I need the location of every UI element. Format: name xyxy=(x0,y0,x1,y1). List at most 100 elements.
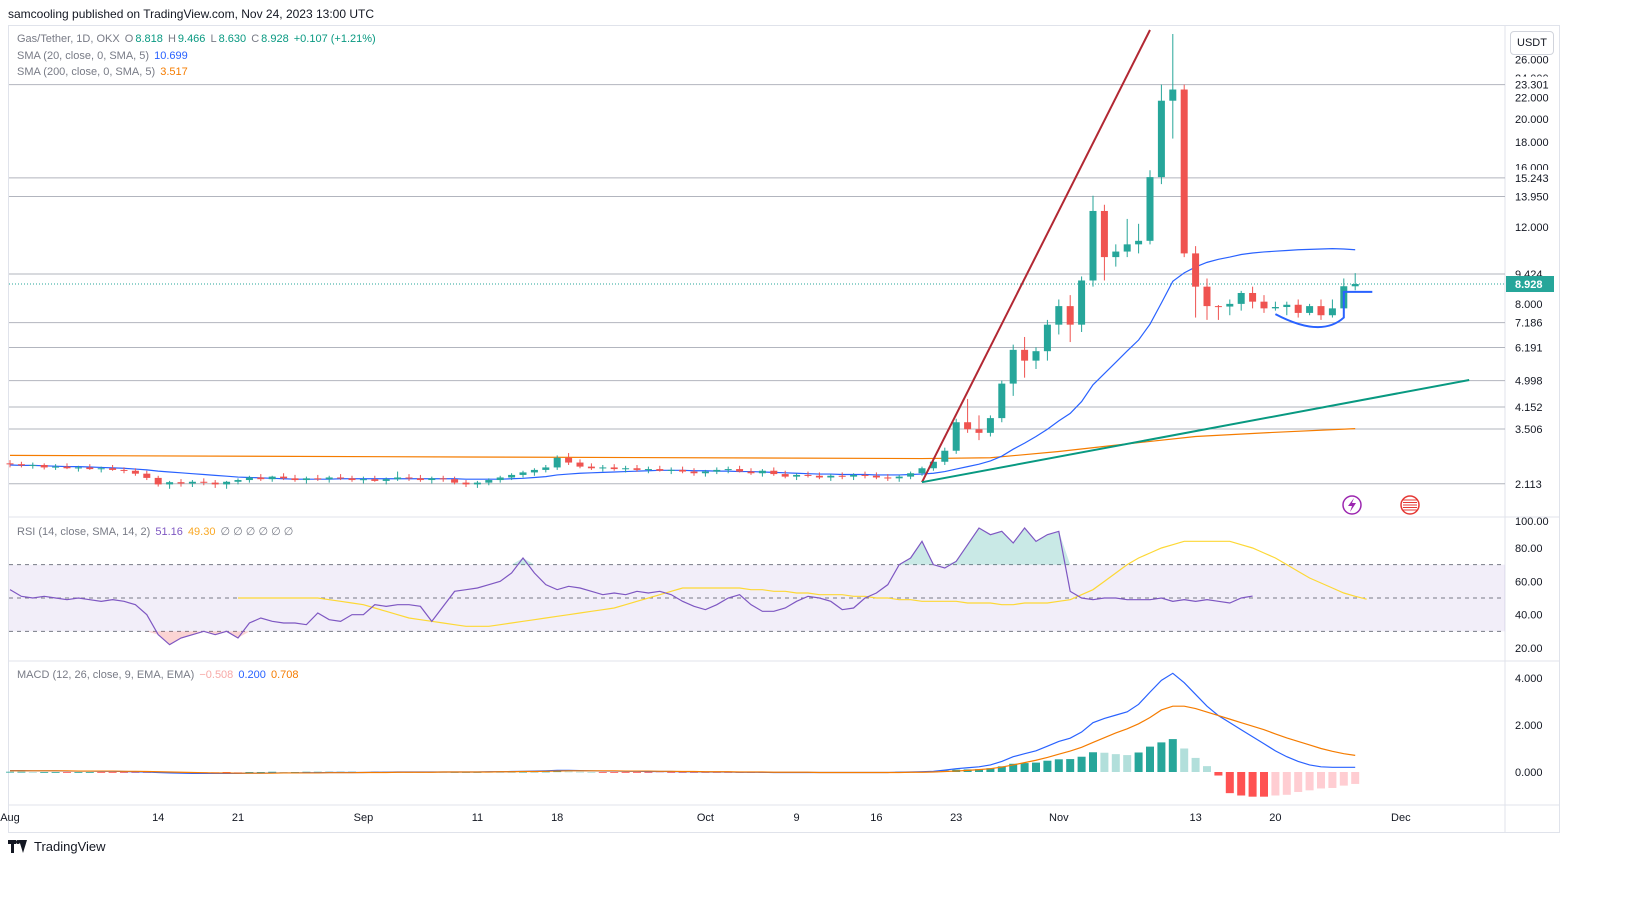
candle-body[interactable] xyxy=(941,450,949,462)
candle-body[interactable] xyxy=(952,422,960,451)
candle-body[interactable] xyxy=(565,457,573,463)
candle-body[interactable] xyxy=(1169,89,1177,101)
candle-body[interactable] xyxy=(63,466,71,469)
candle-body[interactable] xyxy=(86,467,94,470)
candle-body[interactable] xyxy=(52,466,60,468)
candle-body[interactable] xyxy=(143,473,151,478)
candle-body[interactable] xyxy=(302,478,310,481)
candle-body[interactable] xyxy=(827,475,835,478)
candle-body[interactable] xyxy=(644,469,652,471)
candle-body[interactable] xyxy=(610,467,618,470)
candle-body[interactable] xyxy=(29,464,37,466)
candle-body[interactable] xyxy=(656,469,664,471)
candle-body[interactable] xyxy=(1146,177,1154,241)
candle-body[interactable] xyxy=(337,477,345,479)
candle-body[interactable] xyxy=(439,478,447,480)
candle-body[interactable] xyxy=(223,481,231,485)
candle-body[interactable] xyxy=(781,474,789,477)
candle-body[interactable] xyxy=(462,482,470,485)
candle-body[interactable] xyxy=(1351,284,1359,287)
candle-body[interactable] xyxy=(1066,306,1074,325)
candle-body[interactable] xyxy=(291,478,299,481)
candle-body[interactable] xyxy=(622,468,630,470)
candle-body[interactable] xyxy=(1237,292,1245,304)
candle-body[interactable] xyxy=(74,467,82,469)
candle-body[interactable] xyxy=(1135,240,1143,245)
candle-body[interactable] xyxy=(428,478,436,481)
candle-body[interactable] xyxy=(884,477,892,479)
candle-body[interactable] xyxy=(473,482,481,485)
candle-body[interactable] xyxy=(838,475,846,477)
candle-body[interactable] xyxy=(1294,304,1302,313)
candle-body[interactable] xyxy=(485,480,493,483)
candle-body[interactable] xyxy=(1306,306,1314,313)
candle-body[interactable] xyxy=(200,481,208,483)
candle-body[interactable] xyxy=(359,479,367,481)
candle-body[interactable] xyxy=(234,480,242,482)
candle-body[interactable] xyxy=(918,468,926,474)
candle-body[interactable] xyxy=(1078,280,1086,325)
candle-body[interactable] xyxy=(736,469,744,472)
candle-body[interactable] xyxy=(1112,251,1120,258)
candle-body[interactable] xyxy=(1043,324,1051,352)
candle-body[interactable] xyxy=(679,469,687,472)
candle-body[interactable] xyxy=(530,469,538,473)
candle-body[interactable] xyxy=(998,383,1006,419)
candle-body[interactable] xyxy=(758,470,766,474)
candle-body[interactable] xyxy=(166,482,174,485)
candle-body[interactable] xyxy=(713,469,721,472)
candle-body[interactable] xyxy=(508,474,516,478)
green-trend-line[interactable] xyxy=(921,379,1470,484)
candle-body[interactable] xyxy=(1009,349,1017,384)
candle-body[interactable] xyxy=(1157,100,1165,178)
candle-body[interactable] xyxy=(177,482,185,484)
candle-body[interactable] xyxy=(382,479,390,481)
candle-body[interactable] xyxy=(587,466,595,469)
candle-body[interactable] xyxy=(97,468,105,470)
candle-body[interactable] xyxy=(964,422,972,430)
candle-body[interactable] xyxy=(268,476,276,480)
candle-body[interactable] xyxy=(1226,303,1234,307)
candle-body[interactable] xyxy=(667,469,675,471)
candle-body[interactable] xyxy=(929,461,937,469)
candle-body[interactable] xyxy=(371,479,379,481)
candle-body[interactable] xyxy=(17,464,25,466)
candle-body[interactable] xyxy=(257,477,265,480)
candle-body[interactable] xyxy=(1180,89,1188,254)
candle-body[interactable] xyxy=(1317,306,1325,316)
tradingview-brand[interactable]: TradingView xyxy=(8,839,106,854)
candle-body[interactable] xyxy=(325,477,333,480)
candle-body[interactable] xyxy=(701,471,709,474)
candle-body[interactable] xyxy=(519,472,527,475)
candle-body[interactable] xyxy=(975,429,983,433)
candle-body[interactable] xyxy=(553,457,561,468)
candle-body[interactable] xyxy=(188,481,196,484)
candle-body[interactable] xyxy=(770,470,778,475)
candle-body[interactable] xyxy=(1089,210,1097,281)
candle-body[interactable] xyxy=(599,467,607,469)
candle-body[interactable] xyxy=(6,463,14,465)
candle-body[interactable] xyxy=(1032,351,1040,361)
candle-body[interactable] xyxy=(1123,244,1131,252)
candle-body[interactable] xyxy=(314,478,322,480)
candle-body[interactable] xyxy=(1249,292,1257,302)
currency-unit-button[interactable]: USDT xyxy=(1510,31,1554,55)
candle-body[interactable] xyxy=(1055,306,1063,325)
candle-body[interactable] xyxy=(416,478,424,481)
candle-body[interactable] xyxy=(394,477,402,480)
candle-body[interactable] xyxy=(211,482,219,485)
candle-body[interactable] xyxy=(895,476,903,479)
candle-body[interactable] xyxy=(40,464,48,468)
candle-body[interactable] xyxy=(1271,307,1279,309)
candle-body[interactable] xyxy=(496,477,504,481)
candle-body[interactable] xyxy=(1328,308,1336,316)
candle-body[interactable] xyxy=(793,474,801,477)
candle-body[interactable] xyxy=(1100,210,1108,258)
candle-body[interactable] xyxy=(986,418,994,433)
candle-body[interactable] xyxy=(131,470,139,474)
candle-body[interactable] xyxy=(1214,306,1222,308)
candle-body[interactable] xyxy=(690,471,698,474)
candle-body[interactable] xyxy=(872,475,880,478)
candle-body[interactable] xyxy=(861,474,869,476)
